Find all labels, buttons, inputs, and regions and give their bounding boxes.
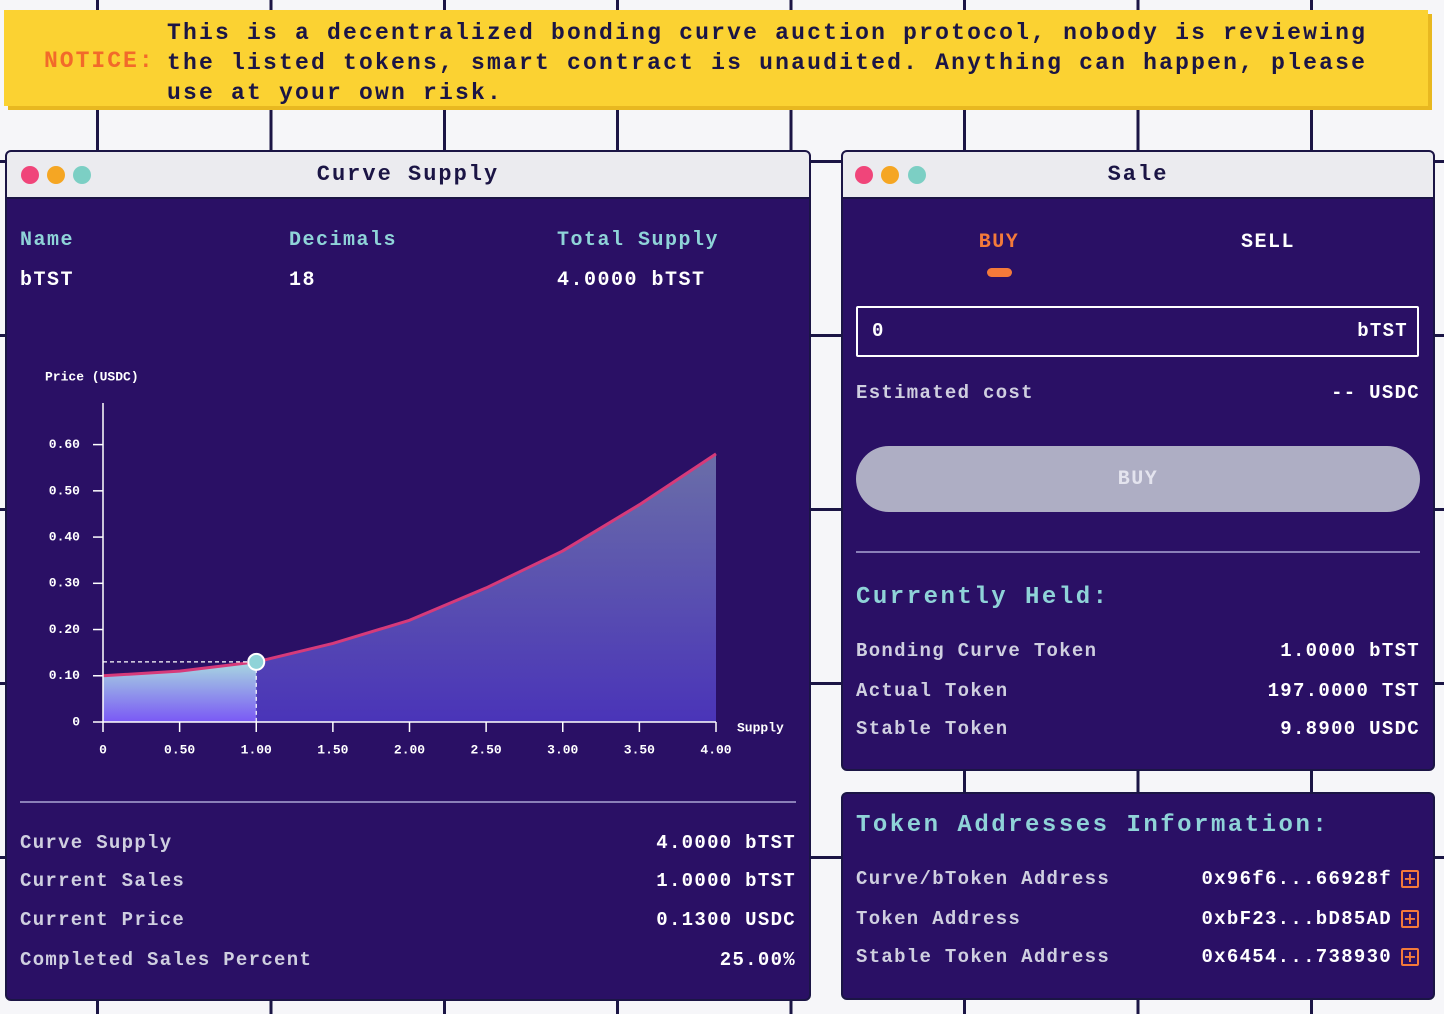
window-dot[interactable] [21,166,39,184]
held-label: Stable Token [856,718,1009,740]
x-tick-label: 1.50 [317,742,348,757]
notice-banner [4,10,1428,106]
address-label: Curve/bToken Address [856,868,1111,890]
address-label: Token Address [856,908,1022,930]
y-tick-label: 0 [72,714,80,729]
y-tick-label: 0.10 [49,668,80,683]
stat-value: 4.0000 bTST [656,832,796,854]
estimate-value: -- USDC [1331,382,1420,404]
held-value: 1.0000 bTST [1280,640,1420,662]
token-value: 18 [289,269,317,292]
y-tick-label: 0.20 [49,622,80,637]
divider [856,551,1420,553]
x-axis-title: Supply [737,720,784,735]
window-dot[interactable] [855,166,873,184]
x-tick-label: 2.50 [471,742,502,757]
chart: Price (USDC) Supply 0 0.10 0.20 0.30 0.40 0.5… [45,369,784,757]
y-axis-title: Price (USDC) [45,369,139,384]
estimate-label: Estimated cost [856,382,1034,404]
header: Total Supply [557,229,720,252]
window-dot[interactable] [73,166,91,184]
token-value: bTST [20,269,75,292]
y-tick-label: 0.50 [49,483,80,498]
buy-button[interactable] [856,446,1420,512]
stat-label: Current Price [20,909,186,931]
address-value: 0x96f6...66928f [1201,868,1392,890]
current-point [247,652,266,671]
sold-area [103,661,257,722]
copy-icon[interactable]: + [1401,870,1419,888]
curve-line [102,452,717,678]
stat-value: 25.00% [719,949,796,971]
address-value: 0x6454...738930 [1201,946,1392,968]
amount-input[interactable] [856,306,1419,357]
stat-label: Current Sales [20,870,186,892]
window-dot[interactable] [881,166,899,184]
divider [20,801,796,803]
stat-label: Curve Supply [20,832,173,854]
sell-tab[interactable]: SELL [1240,231,1295,254]
x-tick-label: 3.50 [624,742,655,757]
address-value: 0xbF23...bD85AD [1201,908,1392,930]
held-label: Actual Token [856,680,1009,702]
x-tick-label: 3.00 [547,742,578,757]
notice-label: NOTICE: [44,48,155,74]
button-label: BUY [1117,468,1159,491]
area-fill [103,453,716,722]
held-title: Currently Held: [856,584,1110,611]
notice-text: This is a decentralized bonding curve au… [167,20,1368,106]
held-value: 197.0000 TST [1267,680,1420,702]
stat-value: 1.0000 bTST [656,870,796,892]
x-tick-label: 0.50 [164,742,195,757]
input-unit: bTST [1357,320,1408,342]
x-tick-label: 2.00 [394,742,425,757]
x-tick-label: 0 [99,742,107,757]
address-label: Stable Token Address [856,946,1111,968]
input-value: 0 [872,320,885,342]
title-bar: Curve Supply [7,152,809,199]
copy-icon[interactable]: + [1401,910,1419,928]
copy-icon[interactable]: + [1401,948,1419,966]
addresses-title: Token Addresses Information: [856,812,1330,839]
held-label: Bonding Curve Token [856,640,1098,662]
y-tick-label: 0.40 [49,530,80,545]
token-value: 4.0000 bTST [557,269,706,292]
y-tick-label: 0.60 [49,437,80,452]
tab-indicator [987,268,1012,277]
y-tick-label: 0.30 [49,576,80,591]
stat-value: 0.1300 USDC [656,909,796,931]
window-dot[interactable] [47,166,65,184]
buy-tab[interactable]: BUY [978,231,1020,254]
addresses-panel [841,792,1435,1000]
panel-title: Curve Supply [316,162,500,187]
x-tick-label: 4.00 [700,742,731,757]
x-tick-label: 1.00 [241,742,272,757]
header: Decimals [289,229,398,252]
title-bar: Sale [843,152,1433,199]
window-dot[interactable] [908,166,926,184]
held-value: 9.8900 USDC [1280,718,1420,740]
header: Name [20,229,75,252]
panel-title: Sale [1107,162,1169,187]
stat-label: Completed Sales Percent [20,949,313,971]
